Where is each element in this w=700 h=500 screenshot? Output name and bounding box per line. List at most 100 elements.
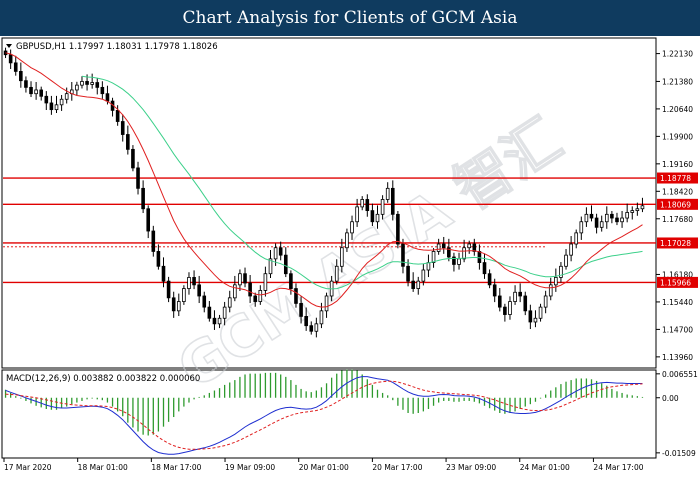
macd-panel [1, 369, 657, 459]
candle-body [574, 232, 579, 245]
candle-body [396, 213, 400, 245]
level-label: 1.18778 [660, 174, 691, 183]
level-label-box [657, 237, 698, 249]
candle-body [467, 243, 472, 249]
candle-body [19, 71, 23, 82]
candle-body [283, 254, 288, 275]
candle-body [625, 212, 629, 219]
candle-body [278, 247, 283, 256]
candle-body [273, 247, 278, 260]
price-tick-label: 1.13960 [662, 353, 693, 362]
macd-tick-label: 0.00 [662, 394, 679, 403]
candle-body [29, 86, 33, 95]
candle-body [294, 288, 298, 304]
candle-body [472, 243, 477, 252]
candle-body [222, 306, 227, 319]
level-label: 1.18069 [660, 200, 691, 209]
candle-body [44, 95, 49, 104]
candle-body [207, 306, 212, 319]
price-tick-label: 1.16180 [662, 270, 693, 279]
candle-body [599, 221, 604, 228]
time-tick-label: 20 Mar 17:00 [372, 463, 422, 472]
candle-body [233, 284, 237, 299]
macd-tick-label: 0.006551 [662, 370, 698, 379]
candle-body [589, 213, 594, 219]
candle-body [192, 277, 196, 286]
candle-body [309, 325, 314, 332]
candle-body [441, 243, 446, 249]
candle-body [416, 280, 421, 289]
candle-body [171, 297, 176, 312]
price-tick-label: 1.20640 [662, 105, 693, 114]
candle-body [268, 258, 273, 275]
candle-body [385, 187, 390, 200]
candle-body [95, 82, 100, 88]
price-tick-label: 1.18420 [662, 187, 693, 196]
candle-body [100, 86, 105, 95]
candle-body [635, 208, 640, 212]
candle-body [365, 199, 370, 212]
price-tick-label: 1.19160 [662, 160, 693, 169]
macd-line [5, 376, 643, 455]
candle-body [436, 243, 441, 252]
candle-body [8, 54, 13, 64]
price-tick-label: 1.21380 [662, 77, 693, 86]
title-banner: Chart Analysis for Clients of GCM Asia [0, 0, 700, 36]
time-tick-label: 19 Mar 09:00 [225, 463, 275, 472]
level-label-box [657, 198, 698, 210]
candle-body [197, 284, 201, 297]
candle-body [569, 243, 573, 256]
ma-slow-line [81, 75, 643, 290]
candle-body [528, 310, 533, 323]
candle-body [375, 213, 380, 223]
price-axis: 1.22130 1.21380 1.20640 1.19900 1.19160 1.184… [656, 50, 693, 362]
time-axis: 17 Mar 2020 18 Mar 01:00 18 Mar 17:00 19 Ma… [3, 458, 644, 472]
candle-body [548, 284, 553, 297]
candle-body [594, 217, 599, 228]
time-tick-label: 18 Mar 17:00 [151, 463, 201, 472]
time-tick-label: 20 Mar 01:00 [299, 463, 349, 472]
macd-signal-line [5, 380, 643, 450]
candle-body [345, 232, 349, 249]
level-lines [3, 177, 656, 284]
candle-body [156, 251, 161, 267]
candle-body [49, 102, 54, 111]
candle-body [487, 273, 492, 286]
price-tick-label: 1.14700 [662, 325, 693, 334]
candle-body [421, 269, 426, 282]
candle-body [217, 317, 222, 325]
moving-averages [5, 52, 643, 308]
candle-body [39, 89, 44, 97]
candle-body [523, 295, 528, 312]
candle-body [243, 273, 247, 284]
candle-body [620, 217, 624, 223]
candle-body [401, 243, 405, 267]
candle-body [136, 167, 140, 189]
price-panel [1, 37, 657, 369]
macd-axis: 0.006551 0.00 -0.01509 [656, 370, 698, 458]
candle-body [477, 251, 482, 263]
candle-body [538, 306, 543, 319]
time-tick-label: 24 Mar 01:00 [520, 463, 570, 472]
chart-menu-triangle-icon[interactable] [6, 44, 12, 48]
candle-body [314, 323, 319, 332]
price-tick-label: 1.22130 [662, 50, 693, 59]
candle-body [146, 208, 151, 232]
candle-body [182, 288, 186, 302]
candle-body [452, 256, 456, 265]
price-tick-label: 1.17680 [662, 215, 693, 224]
candle-body [54, 104, 59, 111]
ma-fast-line [5, 52, 643, 308]
candle-body [579, 221, 584, 234]
chart-area: GCM ASIA 智汇 1.221301.213801.206401.19900… [1, 37, 698, 472]
candle-body [248, 282, 252, 297]
candle-body [115, 109, 120, 122]
candle-body [360, 199, 365, 208]
candle-body [380, 199, 385, 215]
candle-body [13, 62, 18, 72]
level-label-box [657, 172, 698, 184]
candle-body [126, 134, 130, 150]
candle-body [187, 277, 191, 289]
candle-body [120, 121, 125, 135]
candle-body [258, 290, 263, 302]
